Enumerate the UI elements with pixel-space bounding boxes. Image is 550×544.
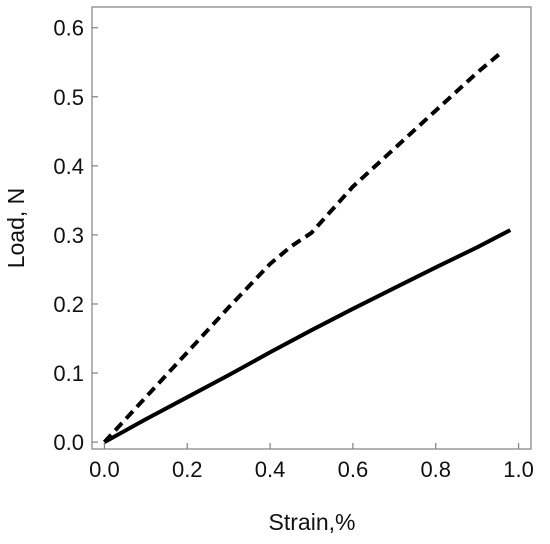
y-tick-label: 0.5 xyxy=(53,85,84,110)
plot-frame xyxy=(91,6,532,450)
x-tick-label: 1.0 xyxy=(503,457,534,482)
y-axis-label: Load, N xyxy=(3,188,29,269)
y-tick-label: 0.3 xyxy=(53,223,84,248)
x-tick-label: 0.4 xyxy=(255,457,286,482)
x-axis-label: Strain,% xyxy=(269,509,356,535)
x-tick-label: 0.0 xyxy=(89,457,120,482)
y-tick-label: 0.0 xyxy=(53,430,84,455)
dashed-series-line xyxy=(102,50,504,444)
x-axis-ticks: 0.0 0.2 0.4 0.6 0.8 1.0 xyxy=(89,443,534,482)
series-layer xyxy=(102,50,512,444)
x-tick-label: 0.2 xyxy=(172,457,203,482)
x-tick-label: 0.8 xyxy=(420,457,451,482)
y-tick-label: 0.4 xyxy=(53,154,84,179)
solid-series-line xyxy=(103,228,512,444)
y-tick-label: 0.2 xyxy=(53,292,84,317)
x-tick-label: 0.6 xyxy=(338,457,369,482)
y-axis-ticks: 0.0 0.1 0.2 0.3 0.4 0.5 0.6 xyxy=(53,16,98,455)
y-tick-label: 0.1 xyxy=(53,361,84,386)
y-tick-label: 0.6 xyxy=(53,16,84,41)
